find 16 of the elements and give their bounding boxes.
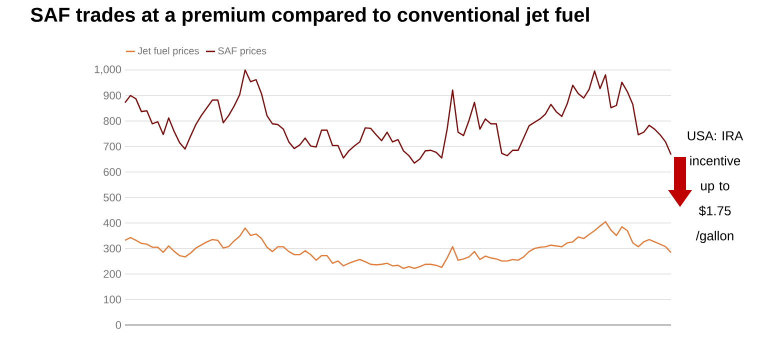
y-tick-label: 0 xyxy=(116,321,122,329)
y-tick-label: 200 xyxy=(104,270,122,278)
y-tick-label: 400 xyxy=(103,219,122,227)
y-tick-label: 800 xyxy=(104,117,122,125)
y-tick-label: 600 xyxy=(104,168,122,176)
text: USA: IRA incentive up to $1.75 /gallon xyxy=(688,131,744,243)
y-tick-label: 700 xyxy=(104,142,122,150)
y-tick-label: 500 xyxy=(104,194,122,202)
legend-label: SAF prices xyxy=(218,47,266,56)
y-tick-label: 300 xyxy=(104,244,122,252)
y-tick-label: 1,000 xyxy=(94,65,122,75)
y-tick-label: 900 xyxy=(104,92,122,100)
line-series xyxy=(124,69,672,164)
chart-title: SAF trades at a premium compared to conventional jet fuel xyxy=(30,7,589,26)
y-tick-label: 100 xyxy=(104,296,122,304)
legend-label: Jet fuel prices xyxy=(138,47,199,56)
